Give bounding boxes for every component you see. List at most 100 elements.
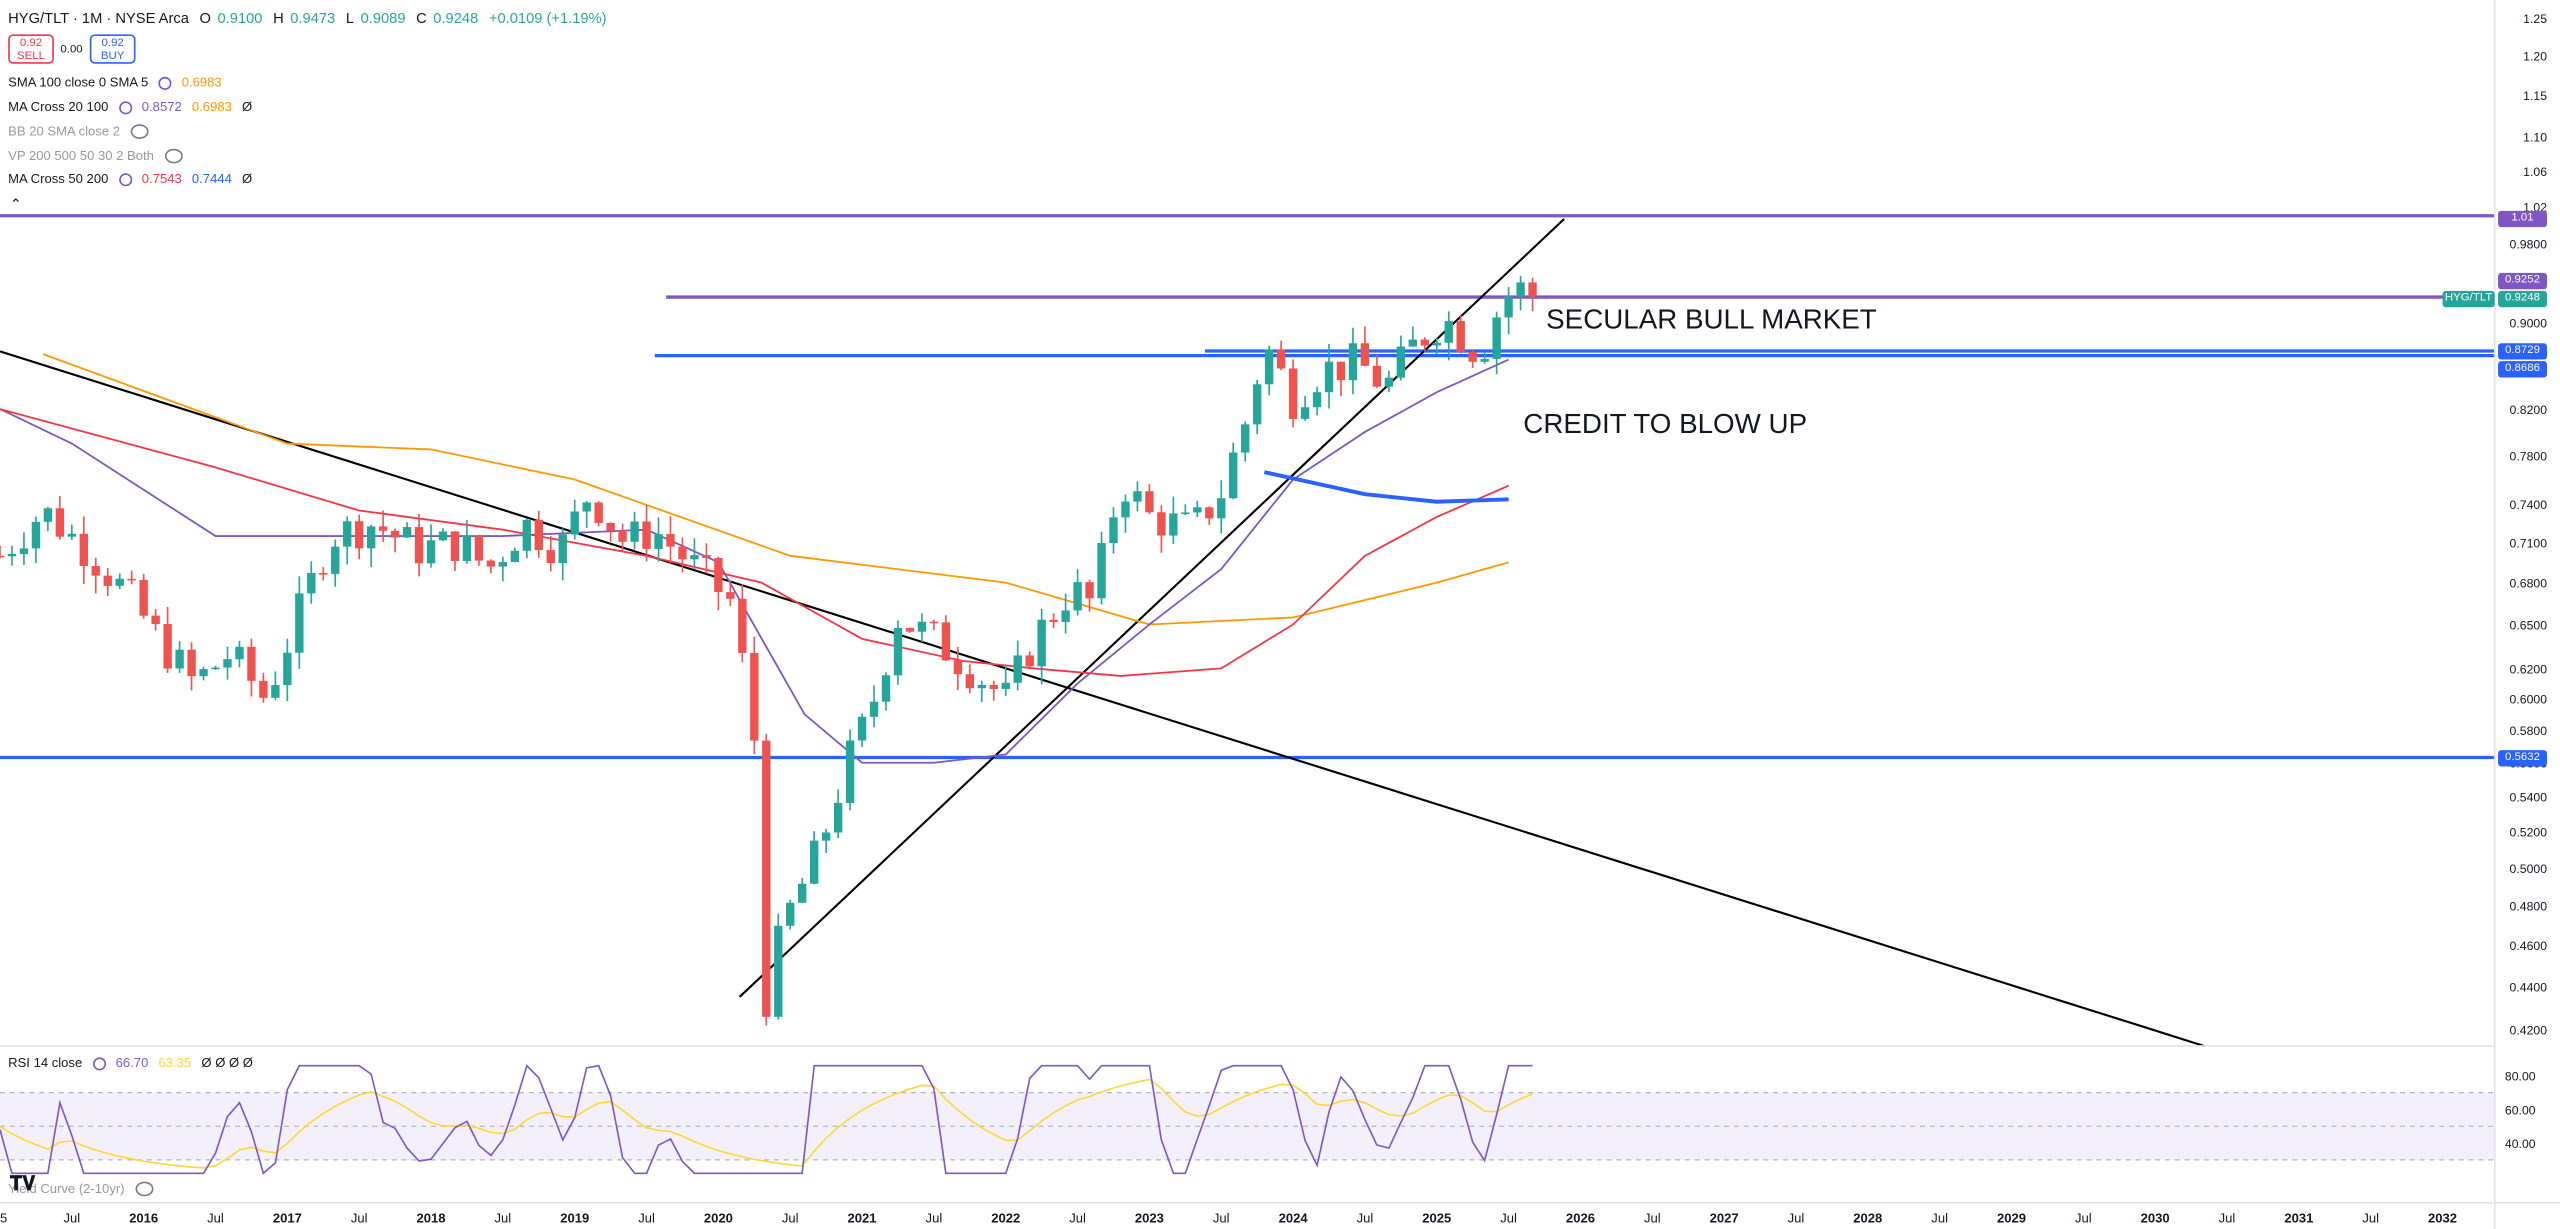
price-tag-8729: 0.8729 (2498, 343, 2548, 360)
candle-body (1408, 339, 1418, 347)
candle-body (1336, 361, 1346, 381)
x-tick-label: 15 (0, 1210, 7, 1225)
candle-body (977, 684, 986, 689)
change-value: +0.0109 (+1.19%) (488, 9, 607, 27)
candle-body (845, 740, 855, 803)
x-tick-label: 2032 (2428, 1210, 2457, 1225)
candle-body (678, 546, 687, 560)
candle-body (187, 649, 196, 677)
candle-body (175, 649, 184, 669)
y-tick-label: 1.20 (2523, 50, 2547, 64)
x-tick-label: 2027 (1710, 1210, 1739, 1225)
candle-body (366, 526, 376, 549)
candle-body (953, 660, 963, 675)
rsi-tick-label: 40.00 (2505, 1137, 2536, 1151)
y-tick-label: 1.25 (2523, 12, 2547, 26)
candle-body (103, 575, 112, 586)
buy-price: 0.92 (101, 37, 124, 50)
indicator-sma100[interactable]: SMA 100 close 0 SMA 5 0.6983 (8, 75, 222, 90)
eye-icon[interactable] (130, 124, 149, 140)
candle-body (462, 535, 472, 561)
candle-body (1444, 321, 1453, 343)
candle-body (618, 530, 627, 542)
x-tick-label: Jul (638, 1210, 655, 1225)
settings-icon[interactable] (118, 173, 132, 187)
candle-body (1372, 365, 1382, 387)
x-tick-label: Jul (1357, 1210, 1374, 1225)
sell-button[interactable]: 0.92 SELL (8, 34, 54, 64)
candle-body (642, 521, 651, 549)
indicator-bb[interactable]: BB 20 SMA close 2 (8, 123, 154, 143)
candle-body (1384, 377, 1394, 387)
candle-body (259, 680, 268, 698)
candle-body (1420, 339, 1429, 346)
symbol-title: HYG/TLT · 1M · NYSE Arca (8, 9, 189, 27)
annotation-credit: CREDIT TO BLOW UP (1523, 408, 1808, 440)
settings-icon[interactable] (118, 101, 132, 115)
indicator-ma-cross-20-100[interactable]: MA Cross 20 100 0.8572 0.6983 Ø (8, 99, 253, 115)
x-tick-label: Jul (926, 1210, 943, 1225)
yield-curve-legend[interactable]: Yield Curve (2-10yr) (8, 1180, 159, 1200)
candle-body (1480, 358, 1489, 362)
candle-body (1025, 655, 1034, 667)
x-tick-label: 2031 (2284, 1210, 2313, 1225)
x-tick-label: Jul (1931, 1210, 1948, 1225)
candle-body (1097, 543, 1106, 599)
y-tick-label: 0.4600 (2510, 939, 2548, 953)
candle-body (786, 902, 795, 926)
indicator-vp[interactable]: VP 200 500 50 30 2 Both (8, 147, 188, 167)
candle-body (1073, 582, 1082, 611)
symbol-tag: HYG/TLT (2442, 290, 2495, 308)
indicator-ma-cross-50-200[interactable]: MA Cross 50 200 0.7543 0.7444 Ø (8, 171, 253, 187)
candle-body (486, 560, 496, 567)
candle-body (821, 832, 831, 841)
ma-line-0 (42, 353, 1509, 626)
settings-icon[interactable] (158, 76, 172, 90)
candle-body (1528, 282, 1537, 297)
candle-body (79, 533, 89, 567)
rsi-signal-line (0, 1078, 1533, 1169)
x-tick-label: 2030 (2141, 1210, 2170, 1225)
candle-body (414, 527, 424, 564)
x-tick-label: 2025 (1422, 1210, 1451, 1225)
candle-body (1516, 282, 1525, 297)
buy-button[interactable]: 0.92 BUY (89, 34, 136, 64)
candle-body (1037, 619, 1046, 667)
x-tick-label: 2022 (991, 1210, 1020, 1225)
candle-body (1468, 351, 1477, 362)
y-tick-label: 0.5200 (2510, 825, 2548, 839)
y-tick-label: 0.6800 (2510, 577, 2548, 591)
candle-body (1229, 452, 1238, 499)
rsi-legend[interactable]: RSI 14 close 66.70 63.35 Ø Ø Ø Ø (8, 1055, 253, 1071)
sell-label: SELL (17, 50, 46, 63)
candle-body (163, 624, 172, 669)
eye-icon[interactable] (164, 149, 183, 165)
x-tick-label: Jul (1500, 1210, 1517, 1225)
candle-body (714, 557, 723, 593)
candle-body (1205, 507, 1214, 519)
x-tick-label: 2019 (560, 1210, 589, 1225)
y-tick-label: 0.8200 (2510, 403, 2548, 417)
candle-body (55, 508, 65, 537)
candle-body (750, 652, 759, 741)
symbol-header: HYG/TLT · 1M · NYSE Arca O 0.9100 H 0.9473… (8, 8, 619, 28)
collapse-legend-chevron-icon[interactable]: ⌃ (9, 196, 23, 213)
settings-icon[interactable] (92, 1057, 106, 1071)
candle-body (307, 573, 316, 594)
candle-body (1492, 317, 1501, 359)
candle-body (666, 534, 675, 547)
y-tick-label: 0.9800 (2510, 238, 2548, 252)
candle-body (1169, 513, 1178, 536)
candle-body (115, 578, 124, 586)
candle-body (546, 550, 555, 564)
candle-body (1013, 655, 1022, 683)
candle-body (1504, 296, 1513, 318)
x-tick-label: 2020 (704, 1210, 733, 1225)
eye-icon[interactable] (134, 1182, 153, 1197)
x-tick-label: 2018 (417, 1210, 446, 1225)
y-tick-label: 0.7800 (2510, 449, 2548, 463)
candle-body (630, 521, 639, 542)
candle-body (869, 701, 879, 717)
x-tick-label: 2017 (273, 1210, 302, 1225)
